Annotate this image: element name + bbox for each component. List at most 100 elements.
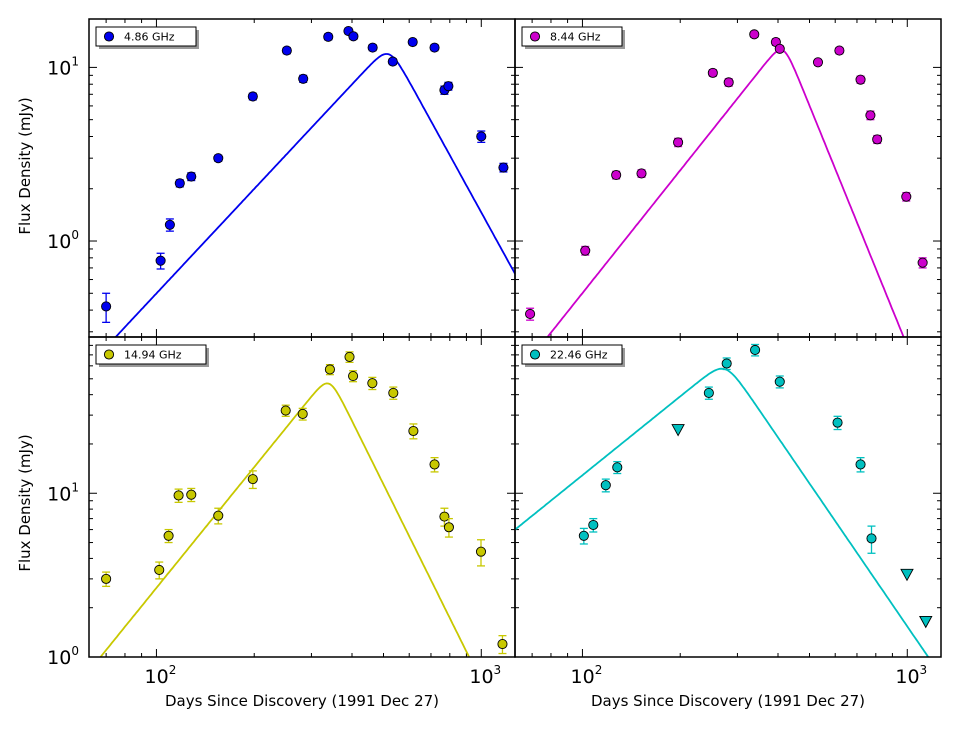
x-tick-label: 103	[469, 663, 501, 688]
data-point	[429, 459, 440, 470]
upper-limit-marker	[919, 615, 933, 629]
panel-3: 100 101 102 103 14.94 GHz	[47, 336, 516, 688]
plot-area	[515, 343, 933, 657]
legend: 14.94 GHz	[95, 344, 209, 367]
data-point	[443, 81, 454, 92]
data-point	[443, 522, 454, 533]
y-tick-label: 100	[47, 644, 79, 669]
axes-frame	[514, 336, 942, 658]
legend: 8.44 GHz	[521, 26, 625, 49]
data-point	[348, 31, 359, 42]
legend-marker	[529, 349, 541, 360]
data-point	[388, 387, 399, 398]
data-point	[387, 56, 398, 67]
ylabel-bottom: Flux Density (mJy)	[16, 434, 34, 571]
data-point	[865, 110, 876, 121]
data-point	[429, 42, 440, 53]
ticks	[515, 336, 941, 658]
y-tick-label: 100	[47, 228, 79, 253]
upper-limit-marker	[900, 568, 914, 582]
data-point	[636, 168, 647, 179]
legend: 22.46 GHz	[521, 344, 625, 367]
axes-frame	[514, 18, 942, 338]
data-point	[872, 134, 883, 145]
data-point	[367, 42, 378, 53]
data-point	[407, 36, 418, 48]
x-tick-label: 103	[895, 663, 927, 688]
data-point	[497, 638, 508, 650]
data-point	[163, 530, 174, 541]
data-point	[297, 408, 308, 420]
legend-marker	[103, 349, 115, 360]
legend-frame	[95, 344, 207, 365]
data-point	[673, 137, 684, 148]
ticks	[89, 336, 515, 658]
data-point	[855, 459, 866, 470]
legend-label: 22.46 GHz	[550, 349, 608, 362]
data-point	[155, 255, 166, 266]
data-point	[154, 564, 165, 576]
panel-1: 100 101 4.86 GHz	[47, 18, 516, 338]
y-tick-label: 101	[47, 480, 79, 505]
data-point	[832, 417, 843, 428]
data-point	[580, 245, 591, 256]
data-point	[774, 376, 785, 387]
data-point	[750, 344, 761, 356]
data-point	[348, 370, 359, 382]
data-point	[213, 153, 224, 164]
data-point	[367, 378, 378, 389]
xlabel-right: Days Since Discovery (1991 Dec 27)	[591, 692, 865, 710]
plot-area	[525, 29, 928, 337]
axes-frame	[88, 336, 516, 658]
data-point	[101, 573, 112, 584]
plot-area	[101, 25, 515, 337]
data-point	[213, 510, 224, 521]
legend: 4.86 GHz	[95, 26, 199, 49]
legend-label: 8.44 GHz	[550, 31, 601, 44]
data-point	[588, 519, 599, 531]
data-point	[721, 358, 732, 369]
ticks	[515, 19, 941, 337]
data-point	[498, 162, 509, 173]
data-point	[323, 31, 334, 42]
data-point	[917, 257, 928, 268]
panel-4: 102 103 22.46 GHz	[514, 336, 942, 688]
data-point	[723, 77, 734, 88]
x-tick-label: 102	[571, 663, 603, 688]
legend-label: 14.94 GHz	[124, 349, 182, 362]
upper-limit-marker	[671, 424, 685, 437]
data-point	[774, 43, 785, 54]
data-point	[247, 474, 258, 485]
data-point	[901, 191, 912, 202]
data-point	[611, 169, 622, 181]
legend-frame	[521, 344, 623, 365]
model-curve	[114, 53, 515, 337]
data-point	[298, 73, 309, 84]
data-point	[164, 219, 175, 230]
legend-marker	[103, 31, 115, 42]
data-point	[280, 405, 291, 416]
axes-frame	[88, 18, 516, 338]
data-point	[186, 489, 197, 500]
ylabel-top: Flux Density (mJy)	[16, 97, 34, 234]
data-point	[101, 301, 112, 312]
data-point	[174, 178, 185, 189]
data-point	[475, 546, 487, 557]
data-point	[812, 57, 824, 68]
data-point	[525, 308, 536, 320]
model-curve	[546, 48, 905, 337]
data-point	[247, 91, 258, 102]
data-point	[749, 29, 760, 40]
legend-marker	[529, 31, 541, 42]
legend-frame	[95, 26, 197, 47]
x-tick-label: 102	[145, 663, 177, 688]
data-point	[476, 131, 487, 142]
data-point	[866, 533, 877, 544]
data-point	[324, 364, 335, 375]
data-point	[855, 74, 866, 85]
data-point	[834, 45, 845, 56]
data-point	[707, 67, 718, 78]
data-point	[600, 480, 611, 491]
legend-frame	[521, 26, 623, 47]
